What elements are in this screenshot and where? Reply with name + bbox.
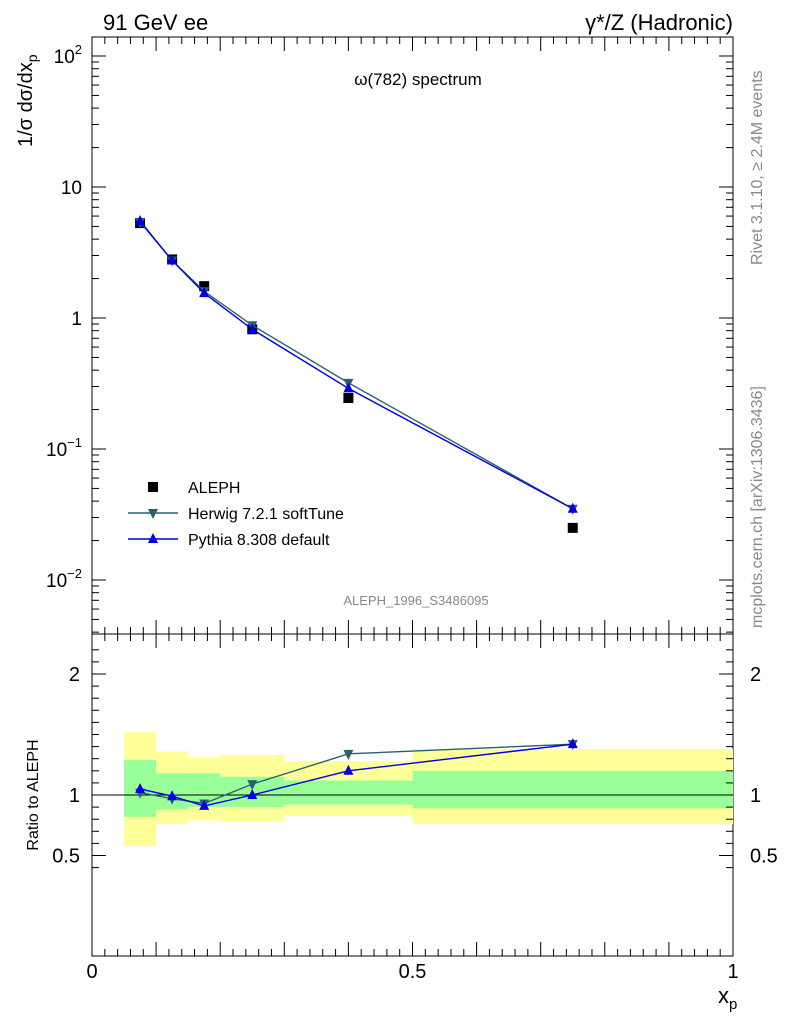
legend-label-1: Herwig 7.2.1 softTune <box>188 506 344 523</box>
legend-marker-2 <box>148 533 158 543</box>
ratio-point-0 <box>247 780 258 791</box>
x-tick-label: 0.5 <box>399 961 427 983</box>
x-tick-label: 0 <box>86 961 97 983</box>
ratio-y-tick-label-right: 1 <box>750 785 761 807</box>
ratio-y-tick-label: 1 <box>69 785 80 807</box>
x-axis-label: xp <box>718 983 737 1013</box>
main-y-tick-label: 102 <box>54 42 82 68</box>
main-series-line-2 <box>139 220 574 510</box>
legend-label-0: ALEPH <box>188 480 240 497</box>
main-point-2 <box>167 254 178 265</box>
chart-title: ω(782) spectrum <box>354 70 482 89</box>
mcplots-label: mcplots.cern.ch [arXiv:1306.3436] <box>749 386 766 628</box>
ratio-y-axis-label: Ratio to ALEPH <box>25 739 42 850</box>
main-point-2 <box>567 502 578 513</box>
main-point-0 <box>567 522 578 533</box>
ratio-series-line-0 <box>139 743 573 805</box>
legend-marker-1 <box>148 509 158 519</box>
main-point-2 <box>247 323 258 334</box>
ratio-point-1 <box>247 789 258 799</box>
process-label: γ*/Z (Hadronic) <box>585 10 733 35</box>
rivet-version-label: Rivet 3.1.10, ≥ 2.4M events <box>749 70 766 265</box>
main-y-axis-label: 1/σ dσ/dxp <box>15 54 40 147</box>
ratio-point-1 <box>199 799 210 810</box>
ratio-point-1 <box>567 738 578 749</box>
main-y-tick-label: 10−1 <box>46 435 82 461</box>
main-point-2 <box>199 287 210 298</box>
ratio-y-tick-label: 0.5 <box>52 846 80 868</box>
x-tick-label: 1 <box>727 961 738 983</box>
ratio-point-1 <box>167 790 178 801</box>
uncertainty-band-inner <box>412 770 733 809</box>
main-y-tick-label: 10−2 <box>46 566 82 592</box>
ratio-y-tick-label: 2 <box>69 664 80 686</box>
ratio-point-0 <box>343 749 354 760</box>
main-point-0 <box>343 393 354 404</box>
main-series-line-1 <box>139 221 574 510</box>
main-y-tick-label: 10 <box>61 178 82 199</box>
ratio-series-line-1 <box>139 743 573 807</box>
main-y-tick-label: 1 <box>71 309 82 330</box>
legend-marker-0 <box>148 482 158 492</box>
main-point-0 <box>199 281 210 292</box>
analysis-watermark: ALEPH_1996_S3486095 <box>343 593 488 608</box>
ratio-point-1 <box>343 764 354 775</box>
ratio-point-1 <box>135 782 146 793</box>
ratio-y-tick-label-right: 2 <box>750 664 761 686</box>
main-point-2 <box>135 215 146 226</box>
uncertainty-band-inner <box>284 780 413 805</box>
main-point-2 <box>343 382 354 393</box>
energy-label: 91 GeV ee <box>103 10 208 35</box>
legend-label-2: Pythia 8.308 default <box>188 532 330 549</box>
ratio-y-tick-label-right: 0.5 <box>750 846 778 868</box>
